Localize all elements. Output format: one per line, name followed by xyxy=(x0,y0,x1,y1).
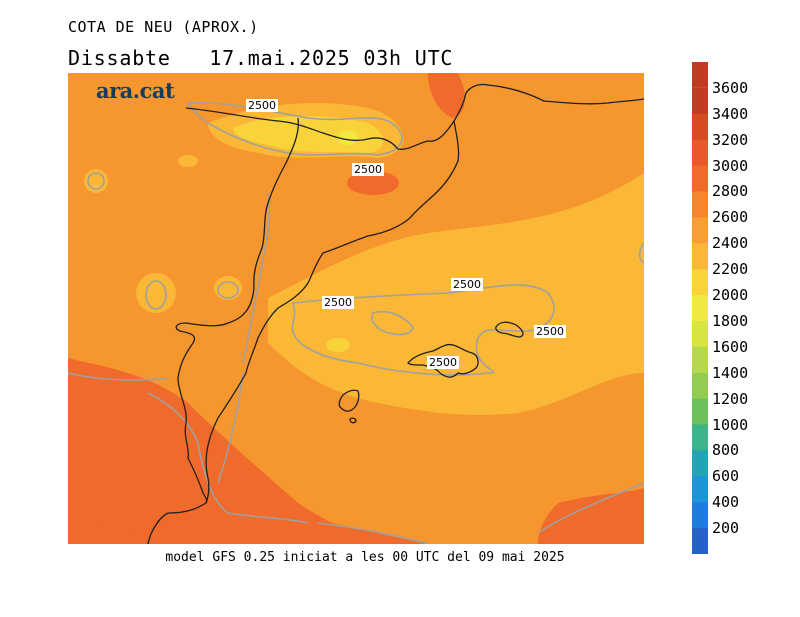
contour-label-6: 2500 xyxy=(427,356,459,369)
colorbar-segment xyxy=(692,243,708,270)
field-dark-pyrenees xyxy=(347,171,399,195)
contour-label-5: 2500 xyxy=(534,325,566,338)
map-datetime: Dissabte 17.mai.2025 03h UTC xyxy=(68,46,453,70)
colorbar-segment xyxy=(692,450,708,477)
colorbar-labels: 3600 3400 3200 3000 2800 2600 2400 2200 2000 1800… xyxy=(712,62,792,554)
colorbar-label: 2600 xyxy=(712,208,749,227)
colorbar-segment xyxy=(692,113,708,141)
field-dark-southeast xyxy=(538,488,644,544)
field-light-balearic xyxy=(268,173,644,415)
colorbar-label: 3200 xyxy=(712,130,749,149)
colorbar-label: 1600 xyxy=(712,337,749,356)
map-title: COTA DE NEU (APROX.) xyxy=(68,18,259,36)
field-light-spot-4 xyxy=(178,155,198,167)
svg-text:2500: 2500 xyxy=(536,325,564,338)
field-bright-spot xyxy=(338,131,358,145)
contour-label-1: 2500 xyxy=(246,99,278,112)
field-pale-spot xyxy=(326,338,350,352)
colorbar-segment xyxy=(692,87,708,115)
colorbar-segment xyxy=(692,139,708,167)
colorbar-label: 1000 xyxy=(712,415,749,434)
contour-label-3: 2500 xyxy=(451,278,483,291)
field-light-spot-2 xyxy=(214,276,242,300)
colorbar-label: 3600 xyxy=(712,78,749,97)
contour-label-2: 2500 xyxy=(352,163,384,176)
colorbar-segment-top xyxy=(692,62,708,88)
model-info-footer: model GFS 0.25 iniciat a les 00 UTC del … xyxy=(165,550,565,565)
colorbar-label: 2000 xyxy=(712,286,749,305)
colorbar-segment xyxy=(692,476,708,503)
field-light-spot-1 xyxy=(136,273,176,313)
field-dark-southwest xyxy=(68,358,398,544)
colorbar-segment xyxy=(692,372,708,400)
colorbar xyxy=(692,62,708,554)
snow-level-map: 2500 2500 2500 2500 2500 2500 xyxy=(68,73,644,544)
coastlines xyxy=(147,83,644,544)
colorbar-segment xyxy=(692,165,708,192)
colorbar-label: 600 xyxy=(712,467,740,486)
colorbar-label: 2200 xyxy=(712,260,749,279)
svg-text:2500: 2500 xyxy=(429,356,457,369)
svg-text:2500: 2500 xyxy=(453,278,481,291)
colorbar-segment xyxy=(692,320,708,348)
map-date-time: 17.mai.2025 03h UTC xyxy=(209,46,454,70)
field-dark-north xyxy=(428,73,465,118)
field-dark-spot xyxy=(102,522,134,534)
colorbar-label: 1800 xyxy=(712,311,749,330)
colorbar-segment xyxy=(692,424,708,451)
map-day: Dissabte xyxy=(68,46,171,70)
svg-text:2500: 2500 xyxy=(324,296,352,309)
contour-labels: 2500 2500 2500 2500 2500 2500 xyxy=(246,99,566,369)
contour-label-4: 2500 xyxy=(322,296,354,309)
colorbar-label: 200 xyxy=(712,519,740,538)
colorbar-segment xyxy=(692,217,708,244)
colorbar-label: 1200 xyxy=(712,389,749,408)
colorbar-segment xyxy=(692,528,708,554)
colorbar-segment xyxy=(692,502,708,529)
contours-2500 xyxy=(68,101,644,544)
ara-cat-logo: ara.cat xyxy=(96,78,175,103)
colorbar-label: 3400 xyxy=(712,104,749,123)
svg-text:2500: 2500 xyxy=(354,163,382,176)
svg-text:2500: 2500 xyxy=(248,99,276,112)
colorbar-label: 2800 xyxy=(712,182,749,201)
colorbar-label: 800 xyxy=(712,441,740,460)
colorbar-segment xyxy=(692,191,708,218)
colorbar-label: 3000 xyxy=(712,156,749,175)
colorbar-label: 2400 xyxy=(712,234,749,253)
colorbar-segment xyxy=(692,346,708,374)
colorbar-segment xyxy=(692,398,708,426)
colorbar-label: 400 xyxy=(712,493,740,512)
colorbar-segment xyxy=(692,295,708,322)
field-dark-south xyxy=(188,510,428,544)
colorbar-label: 1400 xyxy=(712,363,749,382)
colorbar-segment xyxy=(692,269,708,296)
